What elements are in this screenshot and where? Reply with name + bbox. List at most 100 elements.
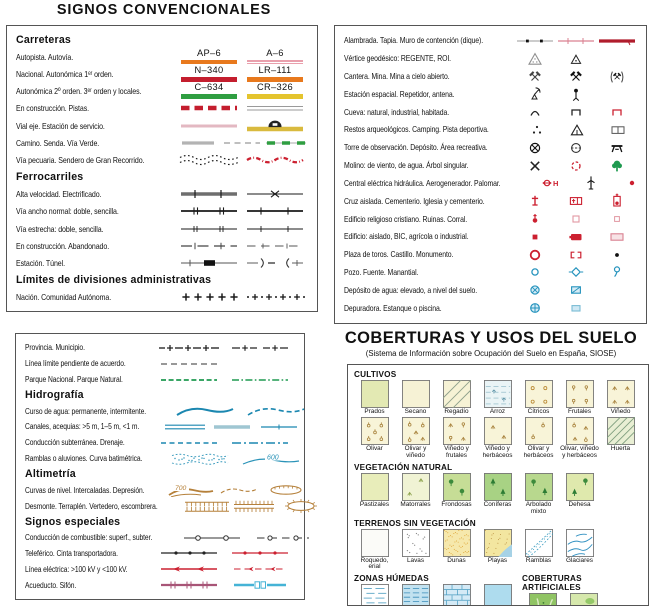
road-bar-stripe — [247, 61, 303, 63]
landcover-section-zonas-humedas: ZONAS HÚMEDAS Zonas pantanosasMarismasSa… — [354, 572, 522, 605]
legend-row: Edificio religioso cristiano. Ruinas. Co… — [344, 210, 637, 228]
frondosas-swatch-icon — [442, 472, 471, 501]
comb-superf-icon — [176, 531, 247, 545]
legend-row: Nacional. Autonómica 1ᵉʳ orden. N–340 LR–1… — [16, 65, 308, 82]
legend-box-simbolos: Alambrada. Tapia. Muro de contención (di… — [334, 25, 647, 324]
swatch-label: Roquedo, erial — [360, 556, 389, 571]
salinas-swatch-icon — [442, 584, 471, 605]
landcover-cell: Glaciares — [559, 528, 600, 572]
via-verde-icon — [264, 136, 308, 150]
legend-row-symbols — [515, 193, 637, 209]
cueva-ind-icon — [556, 104, 597, 120]
legend-row-label: Alambrada. Tapia. Muro de contención (di… — [344, 36, 484, 46]
cueva-hab-icon — [596, 104, 637, 120]
landcover-grid-cultivos: Prados Secano Regadío Arroz Cítricos Frutales… — [354, 376, 648, 461]
legend-row-label: Central eléctrica hidráulica. Aerogenera… — [344, 178, 501, 188]
depuradora-icon — [515, 300, 556, 316]
landcover-cell: Arbolado mixto — [518, 472, 559, 516]
landcover-bottom-row: ZONAS HÚMEDAS Zonas pantanosasMarismasSa… — [354, 572, 642, 605]
legend-row-label: Autopista. Autovía. — [16, 51, 74, 62]
road-bar-icon — [247, 94, 303, 99]
shield-icon: N–340 — [176, 65, 242, 82]
legend-row-symbols — [153, 578, 295, 592]
landcover-cell: Pastizales — [354, 472, 395, 516]
rail-constr-icon — [176, 239, 242, 253]
legend-row: Alta velocidad. Electrificado. — [16, 186, 308, 203]
legend-row-label: Molino: de viento, de agua. Árbol singul… — [344, 161, 469, 171]
legend-row-label: Parque Nacional. Parque Natural. — [25, 375, 123, 385]
legend-row: Molino: de viento, de agua. Árbol singul… — [344, 157, 637, 175]
legend-row: Autonómica 2º orden. 3ᵉʳ orden y locales… — [16, 83, 308, 100]
pista-icon — [242, 101, 308, 115]
castillo-icon — [556, 247, 597, 263]
landcover-section-vegetacion: VEGETACIÓN NATURAL Pastizales Matorrales F… — [354, 463, 642, 517]
legend-row: Teleférico. Cinta transportadora. — [25, 546, 295, 562]
section-header: Límites de divisiones administrativas — [16, 274, 212, 287]
senda-icon — [220, 136, 264, 150]
secano-swatch-icon — [401, 380, 430, 408]
landcover-cell: Lavas — [395, 528, 436, 572]
legend-row-symbols — [515, 51, 637, 67]
landcover-cell: Dehesa — [559, 472, 600, 516]
cementerio-icon — [556, 193, 597, 209]
legend-row: Nación. Comunidad Autónoma. — [16, 289, 308, 306]
corral-icon — [596, 211, 637, 227]
legend-row: Ramblas o aluviones. Curva batimétrica. 6… — [25, 451, 300, 467]
legend-row-symbols — [153, 436, 295, 450]
olivar-vinedo-swatch-icon — [401, 416, 430, 445]
iglesia-cem-icon — [596, 193, 637, 209]
sifon-icon — [224, 578, 295, 592]
prados-swatch-icon — [360, 380, 389, 408]
olivar-herbaceos-swatch-icon — [524, 416, 553, 445]
legend-row-symbols — [515, 264, 637, 280]
legend-row-symbols — [515, 35, 637, 47]
swatch-label: Playas — [487, 556, 508, 564]
legend-row: Depuradora. Estanque o piscina. — [344, 299, 637, 317]
legend-row: Provincia. Municipio. — [25, 340, 295, 356]
svg-text:700: 700 — [175, 485, 187, 492]
vinedo-swatch-icon — [606, 380, 635, 408]
legend-section-row: Altimetría — [25, 467, 295, 483]
camping-icon — [557, 122, 598, 138]
est-espacial-icon — [515, 86, 556, 102]
swatch-label: Ramblas — [525, 556, 552, 564]
legend-row-symbols — [515, 211, 637, 227]
swatch-label: Huerta — [610, 444, 631, 452]
landcover-cell: Parques y Jardines — [522, 593, 563, 605]
torre-obs-icon — [515, 140, 556, 156]
lim-ccaa-icon — [242, 290, 308, 304]
deposito-icon — [556, 140, 597, 156]
dep-suelo-icon — [556, 282, 597, 298]
legend-row-label: Edificio religioso cristiano. Ruinas. Co… — [344, 214, 468, 224]
olivar-swatch-icon — [360, 416, 389, 445]
pista-dep-icon — [598, 122, 639, 138]
landcover-cell: Viñedo — [600, 380, 641, 416]
legend-row: Alambrada. Tapia. Muro de contención (di… — [344, 32, 637, 50]
road-bar-icon — [181, 77, 237, 82]
shield-icon: AP–6 — [176, 48, 242, 65]
road-code-label: C–634 — [194, 82, 224, 93]
legend-row-symbols — [153, 357, 295, 371]
legend-row: Estación espacial. Repetidor, antena. — [344, 85, 637, 103]
swatch-label: Frutales — [567, 408, 592, 415]
legend-row-label: Depuradora. Estanque o piscina. — [344, 303, 442, 313]
road-constr-icon — [176, 101, 242, 115]
legend-row-label: Acueducto. Sifón. — [25, 580, 77, 590]
landcover-cell: Dunas — [436, 528, 477, 572]
road-bar-icon — [181, 94, 237, 99]
landcover-cell: Regadío — [428, 376, 485, 416]
road-shield: LR–111 — [247, 65, 303, 82]
legend-row-label: Estación espacial. Repetidor, antena. — [344, 89, 455, 99]
tapia-icon — [556, 35, 597, 47]
svg-text:600: 600 — [267, 454, 279, 461]
legend-row: Depósito de agua: elevado, a nivel del s… — [344, 281, 637, 299]
legend-row: Autopista. Autovía. AP–6 A–6 — [16, 48, 308, 65]
landcover-cell: Cítricos — [518, 380, 559, 416]
legend-row-label: En construcción. Pistas. — [16, 103, 90, 114]
legend-row-label: Curvas de nivel. Intercaladas. Depresión… — [25, 485, 145, 495]
lim-muni-icon — [224, 341, 295, 355]
parque-nac-icon — [153, 373, 224, 387]
legend-row-symbols — [515, 229, 637, 245]
marismas-swatch-icon — [401, 584, 430, 605]
shield-icon: C–634 — [176, 82, 242, 99]
